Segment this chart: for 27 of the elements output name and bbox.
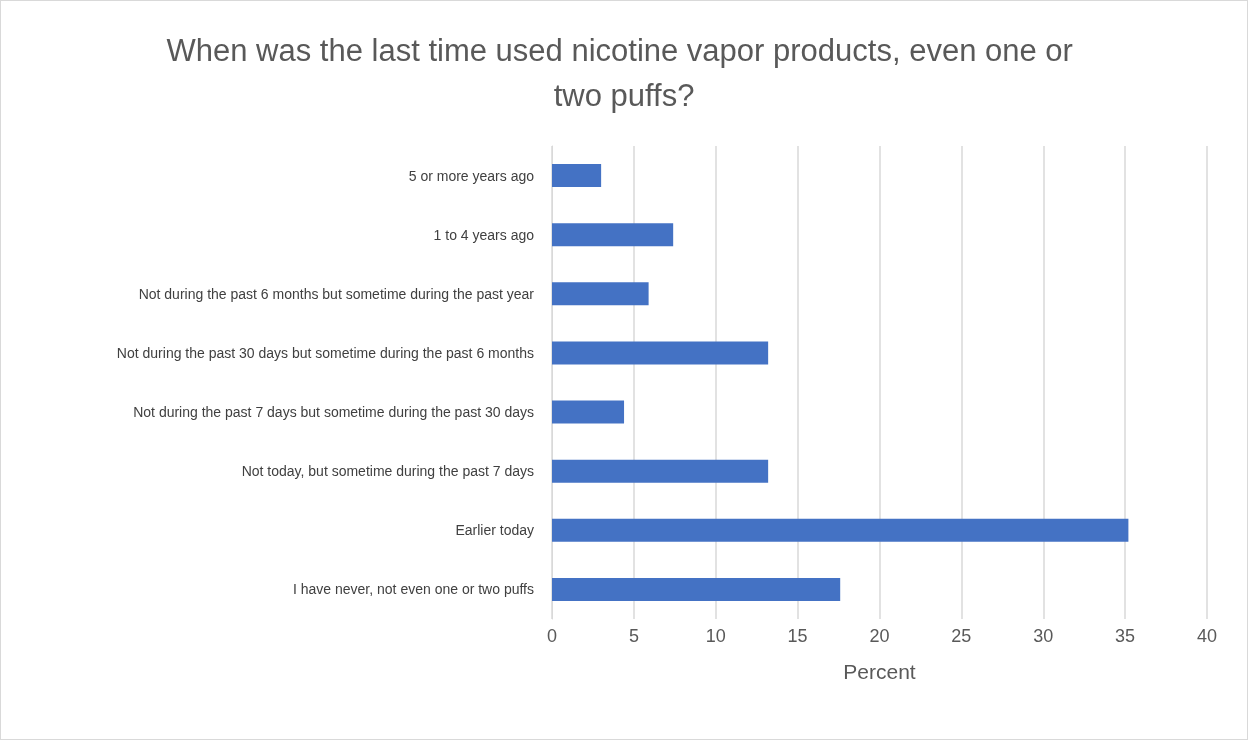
y-tick-label: Not today, but sometime during the past 7 days (241, 463, 534, 480)
y-tick-label: Earlier today (455, 522, 534, 539)
y-tick-label: Not during the past 6 months but sometime during the past year (138, 285, 535, 302)
x-tick-label: 0 (546, 626, 558, 646)
x-axis-title: Percent (843, 660, 916, 683)
y-tick-label: Not during the past 30 days but sometime during the past 6 months (116, 344, 534, 361)
x-tick-label: 20 (869, 626, 890, 646)
y-tick-label: 1 to 4 years ago (433, 226, 535, 243)
bar (552, 223, 674, 247)
bar (552, 341, 769, 365)
y-tick-label: 5 or more years ago (408, 167, 535, 184)
chart-title: When was the last time used nicotine vapor products, even one or two puffs? (166, 33, 1082, 113)
bar (552, 164, 602, 188)
x-tick-label: 40 (1196, 626, 1218, 646)
bar (552, 518, 1129, 542)
x-tick-label: 30 (1033, 626, 1054, 646)
bar (552, 282, 649, 306)
x-tick-label: 5 (628, 626, 639, 646)
x-tick-label: 10 (705, 626, 726, 646)
y-tick-label: I have never, not even one or two puffs (292, 581, 534, 598)
x-tick-label: 25 (951, 626, 972, 646)
bar (552, 400, 625, 424)
x-tick-label: 15 (787, 626, 808, 646)
y-tick-label: Not during the past 7 days but sometime during the past 30 days (133, 404, 534, 421)
x-tick-label: 35 (1115, 626, 1136, 646)
bar (552, 577, 841, 601)
bar (552, 459, 769, 483)
